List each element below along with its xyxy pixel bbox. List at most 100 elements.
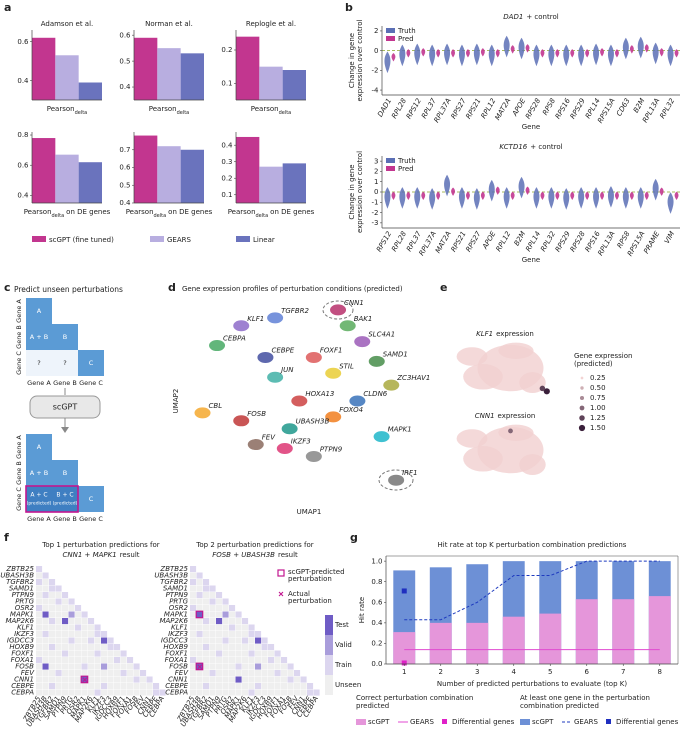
heatmap-cell [101,663,108,670]
heatmap-cell [255,650,262,657]
heatmap-cell [120,670,127,677]
legend-label: GEARS [410,718,434,726]
x-axis-label-main: Pearson [24,208,52,216]
heatmap-cell [242,657,249,664]
heatmap-cell [190,618,197,625]
heatmap-cell [55,585,62,592]
violin [548,187,555,209]
violin-pred [451,49,455,58]
heatmap-cell [55,670,62,677]
row-label: CEBPA [165,689,188,697]
heatmap-cell [133,676,140,683]
legend-dot [579,415,585,421]
cluster-label: SLC4A1 [368,331,395,339]
model-label: scGPT [53,403,78,412]
cluster [354,336,371,348]
y-tick-label: 0.1 [221,191,232,199]
heatmap-cell [209,592,216,599]
heatmap-cell [62,611,69,618]
x-tick-label: 2 [439,668,443,676]
violin-pred [644,191,649,200]
heatmap-cell [222,663,229,670]
heatmap-cell [190,644,197,651]
row-label: UBASH3B [0,572,34,580]
heatmap-cell [203,579,210,586]
heatmap-cell [190,624,197,631]
x-axis-label: Pearsondelta on DE genes [24,208,111,219]
violin-pred [480,48,485,57]
bar [612,599,635,664]
heatmap-cell [107,663,114,670]
legend-label: Truth [397,157,416,165]
heatmap-cell [62,657,69,664]
heatmap-cell [287,683,294,690]
heatmap-cell [42,572,49,579]
heatmap-cell [229,663,236,670]
heatmap-cell [229,637,236,644]
bar [282,163,306,203]
cell [26,350,52,376]
violin [652,178,659,201]
background-cloud [463,364,503,390]
heatmap-cell [75,670,82,677]
heatmap-cell [209,657,216,664]
violin-pred [510,191,515,200]
heatmap-cell [196,644,203,651]
heatmap-cell [62,631,69,638]
heatmap-cell [94,689,101,696]
heatmap-cell [36,657,43,664]
heatmap-cell [300,676,307,683]
violin [429,188,436,210]
heatmap-cell [268,670,275,677]
subtitle-genes: FOSB + UBASH3B [212,551,275,559]
x-axis-label-sub: delta [279,110,292,116]
chart-title-rest: + control [526,13,558,21]
background-cloud [498,424,534,441]
y-tick-label: 0.6 [17,161,29,169]
heatmap-cell [307,683,314,690]
heatmap-cell [55,618,62,625]
background-cloud [519,372,546,394]
cluster [267,312,284,324]
heatmap-cell [55,598,62,605]
heatmap-cell [55,650,62,657]
cell [52,460,78,486]
cell [78,350,104,376]
heatmap-cell [42,676,49,683]
heatmap-cell [235,624,242,631]
violin [593,43,600,66]
heatmap-cell [120,689,127,696]
legend-actual [278,591,284,597]
diagram-title: Predict unseen perturbations [14,285,123,294]
predicted-marker [195,610,204,619]
heatmap-cell [294,683,301,690]
heatmap-cell [229,683,236,690]
x-axis-label-sub: delta [75,110,88,116]
heatmap-cell [140,676,147,683]
violin-pred [406,191,411,200]
violin-pred [570,191,575,200]
heatmap-cell [209,676,216,683]
cell [26,298,52,324]
heatmap-cell [107,676,114,683]
y-tick-label: 0.2 [371,640,382,648]
legend-label: 1.00 [590,404,606,412]
heatmap-cell [62,605,69,612]
heatmap-cell [209,618,216,625]
violin [637,36,644,59]
cluster-label: IKZF3 [291,438,311,446]
heatmap-cell [222,618,229,625]
violin [518,37,525,60]
row-label: MAPK1 [10,611,34,619]
legend-swatch [32,236,46,242]
cell-text: B [63,469,67,477]
y-tick-label: 0.7 [119,146,130,154]
cell-text: (predicted) [53,501,78,507]
x-tick-label: B2M [513,230,528,247]
heatmap-cell [196,683,203,690]
cell [26,324,52,350]
heatmap-cell [36,663,43,670]
heatmap-cell [216,624,223,631]
heatmap-cell [203,689,210,696]
violin [607,186,614,208]
